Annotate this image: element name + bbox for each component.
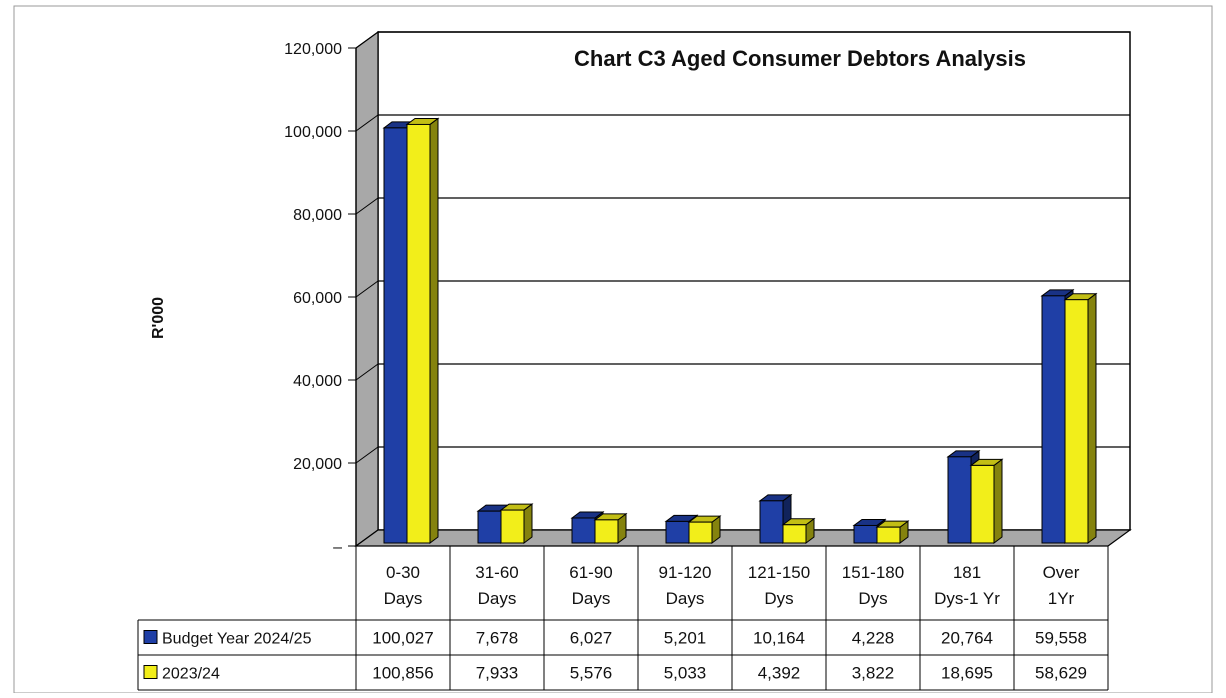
y-tick-label: 120,000: [284, 41, 342, 58]
gridline-side: [355, 446, 379, 464]
bar-2023-24: [593, 512, 628, 544]
data-table-cell: 5,201: [664, 629, 707, 648]
y-tick-label: –: [333, 539, 342, 556]
gridline-side: [355, 31, 379, 49]
x-tick-label: Days: [478, 589, 517, 608]
data-table-cell: 7,933: [476, 664, 519, 683]
data-table-cell: 3,822: [852, 664, 895, 683]
data-table-cell: 7,678: [476, 629, 519, 648]
legend-entry: 2023/24: [162, 666, 220, 683]
x-tick-label: 91-120: [659, 563, 712, 582]
x-tick-label: Days: [384, 589, 423, 608]
chart-title: Chart C3 Aged Consumer Debtors Analysis: [574, 46, 1026, 71]
bar-2023-24: [1063, 292, 1098, 544]
x-tick-label: 121-150: [748, 563, 810, 582]
bar-front-face: [477, 510, 502, 544]
data-table-cell: 59,558: [1035, 629, 1087, 648]
gridline-side: [355, 280, 379, 298]
bar-front-face: [782, 524, 807, 544]
legend-entry: Budget Year 2024/25: [162, 631, 312, 648]
x-tick-label: 151-180: [842, 563, 904, 582]
x-tick-label: Dys: [858, 589, 887, 608]
gridline-side: [355, 114, 379, 132]
data-table-cell: 6,027: [570, 629, 613, 648]
data-table-cell: 4,228: [852, 629, 895, 648]
x-tick-label: Dys: [764, 589, 793, 608]
bar-front-face: [500, 509, 525, 544]
bar-2023-24: [969, 458, 1004, 544]
x-tick-label: Days: [572, 589, 611, 608]
bar-front-face: [876, 526, 901, 544]
legend-swatch: [143, 630, 158, 644]
y-tick-label: 20,000: [293, 456, 342, 473]
bar-front-face: [594, 519, 619, 544]
bar-side-face: [993, 458, 1003, 544]
data-table-cell: 5,576: [570, 664, 613, 683]
bar-front-face: [759, 500, 784, 544]
bar-front-face: [383, 127, 408, 544]
bar-front-face: [688, 521, 713, 544]
x-tick-label: Dys-1 Yr: [934, 589, 1000, 608]
data-table-cell: 5,033: [664, 664, 707, 683]
x-tick-label: 1Yr: [1048, 589, 1075, 608]
x-tick-label: Days: [666, 589, 705, 608]
bar-2023-24: [499, 503, 534, 544]
gridline-side: [355, 197, 379, 215]
data-table-cell: 100,027: [372, 629, 433, 648]
bar-front-face: [406, 123, 431, 544]
data-table-cell: 10,164: [753, 629, 805, 648]
data-table-cell: 58,629: [1035, 664, 1087, 683]
bar-front-face: [1064, 299, 1089, 544]
bar-2023-24: [405, 117, 440, 544]
y-tick-label: 40,000: [293, 373, 342, 390]
legend-swatch: [143, 665, 158, 679]
y-axis-label: R'000: [150, 297, 167, 339]
gridline-side: [355, 363, 379, 381]
bar-side-face: [523, 503, 533, 544]
bar-front-face: [571, 517, 596, 544]
bar-front-face: [1041, 295, 1066, 544]
bar-2023-24: [687, 515, 722, 544]
bar-2023-24: [875, 520, 910, 544]
bar-front-face: [970, 464, 995, 544]
x-tick-label: 61-90: [569, 563, 612, 582]
y-tick-label: 80,000: [293, 207, 342, 224]
x-tick-label: 181: [953, 563, 981, 582]
bar-2023-24: [781, 517, 816, 544]
x-tick-label: Over: [1043, 563, 1080, 582]
data-table-cell: 18,695: [941, 664, 993, 683]
bar-side-face: [1087, 292, 1097, 544]
y-tick-label: 60,000: [293, 290, 342, 307]
plot-floor: [354, 529, 1132, 547]
bar-side-face: [429, 117, 439, 544]
data-table-cell: 4,392: [758, 664, 801, 683]
bar-front-face: [853, 524, 878, 544]
data-table-cell: 100,856: [372, 664, 433, 683]
x-tick-label: 31-60: [475, 563, 518, 582]
x-tick-label: 0-30: [386, 563, 420, 582]
bar-front-face: [665, 520, 690, 544]
bar-front-face: [947, 456, 972, 544]
data-table-cell: 20,764: [941, 629, 993, 648]
y-tick-label: 100,000: [284, 124, 342, 141]
